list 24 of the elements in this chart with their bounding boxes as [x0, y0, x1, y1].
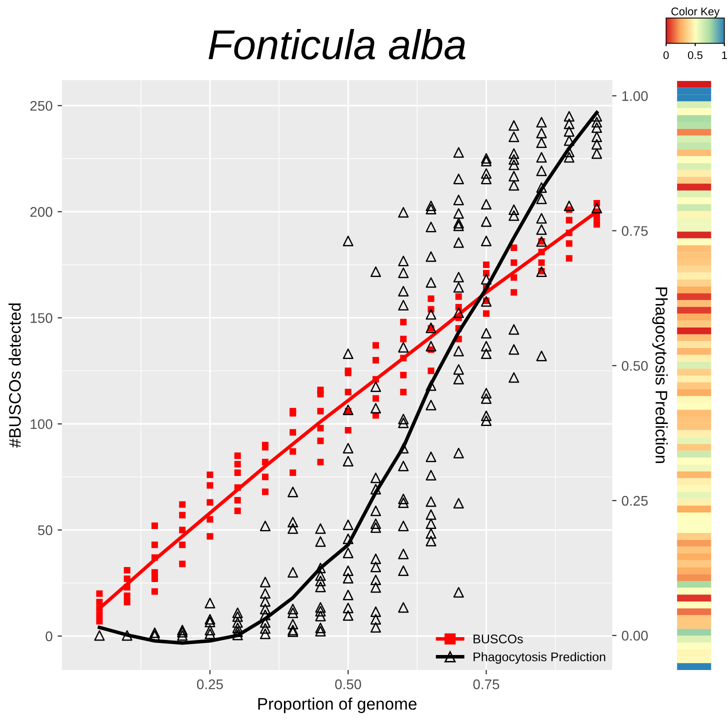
y-tick-label: 250 [30, 100, 52, 111]
y2-tick-label: 0.50 [622, 360, 648, 371]
x-tick-label: 0.50 [335, 679, 362, 690]
x-tick-label: 0.75 [473, 679, 500, 690]
y-tick-label: 0 [46, 631, 52, 642]
legend-label: Phagocytosis Prediction [474, 652, 606, 664]
y-tick-label: 150 [30, 313, 52, 323]
color-bar-label: 0.5 [688, 51, 702, 60]
y-tick-label: 200 [30, 207, 52, 217]
x-axis-title: Proportion of genome [258, 698, 416, 714]
x-tick-label: 0.25 [197, 679, 223, 690]
y2-tick-label: 0.75 [622, 226, 648, 236]
y2-tick-label: 1.00 [622, 91, 648, 101]
y-tick-label: 100 [30, 419, 52, 430]
y2-tick-label: 0.00 [622, 630, 648, 641]
y-tick-label: 50 [38, 525, 52, 536]
legend-label: BUSCOs [474, 634, 523, 644]
color-bar-title: Color Key [671, 7, 720, 18]
y2-tick-label: 0.25 [622, 496, 648, 506]
y-axis-title: #BUSCOs detected [8, 303, 21, 448]
color-bar-label: 1 [722, 51, 727, 60]
color-bar-label: 0 [663, 51, 669, 60]
chart-title: Fonticula alba [208, 28, 466, 60]
y2-axis-title: Phagocytosis Prediction [652, 288, 668, 463]
